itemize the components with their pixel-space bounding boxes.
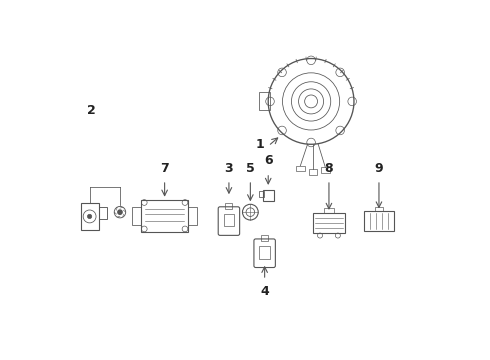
Bar xyxy=(261,235,268,241)
Bar xyxy=(364,211,394,231)
Text: 3: 3 xyxy=(224,162,233,175)
Bar xyxy=(259,93,270,111)
Circle shape xyxy=(88,214,92,219)
Bar xyxy=(296,166,305,171)
Bar xyxy=(132,207,142,225)
Bar xyxy=(259,246,270,258)
Text: 4: 4 xyxy=(260,285,269,298)
Bar xyxy=(98,207,107,219)
Bar xyxy=(375,207,383,211)
Circle shape xyxy=(118,210,122,214)
Bar xyxy=(225,203,232,208)
Text: 2: 2 xyxy=(87,104,96,117)
Text: 5: 5 xyxy=(246,162,255,175)
Text: 7: 7 xyxy=(160,162,169,175)
Bar xyxy=(223,214,234,226)
Bar xyxy=(309,169,317,175)
Text: 8: 8 xyxy=(325,162,333,175)
Bar xyxy=(259,192,264,197)
Bar xyxy=(142,200,188,232)
Text: 6: 6 xyxy=(264,154,272,167)
Bar xyxy=(323,208,334,213)
Bar xyxy=(263,190,273,201)
Text: 1: 1 xyxy=(256,138,265,151)
Bar xyxy=(313,213,345,233)
Bar xyxy=(188,207,197,225)
Text: 9: 9 xyxy=(375,162,383,175)
Bar xyxy=(81,203,98,230)
Bar xyxy=(321,167,330,173)
